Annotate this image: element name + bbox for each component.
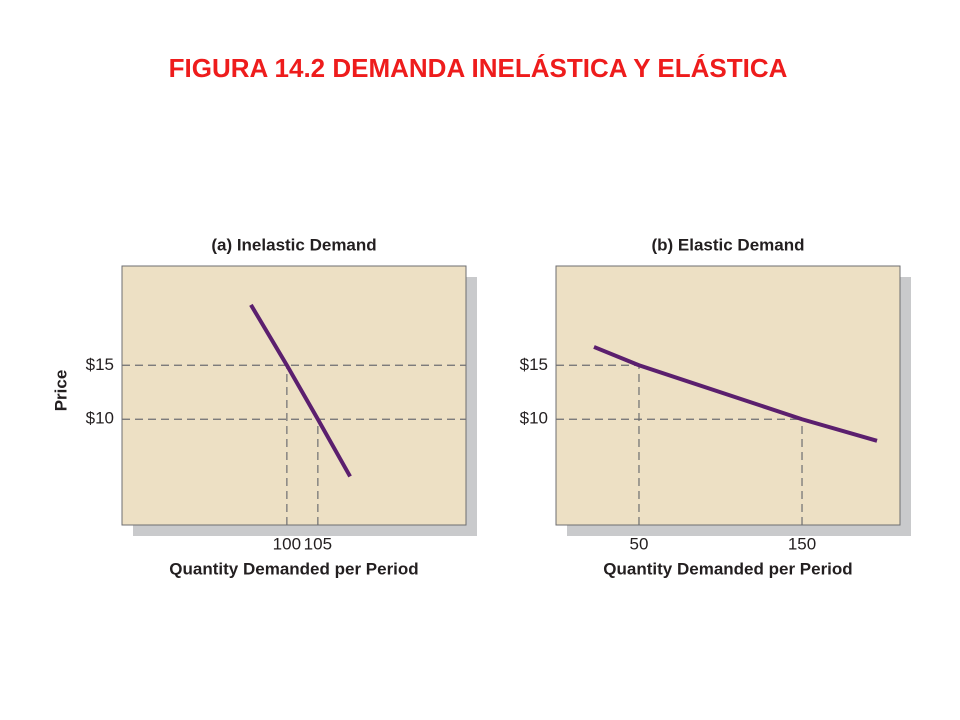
x-tick-label: 50 [630,534,649,553]
y-axis-label: Price [51,370,70,412]
y-tick-label: $10 [520,409,548,428]
demand-line [593,345,878,443]
y-tick-label: $10 [86,409,114,428]
panel-title: (b) Elastic Demand [651,235,804,254]
y-tick-label: $15 [520,355,548,374]
x-tick-label: 105 [304,534,332,553]
x-tick-label: 100 [273,534,301,553]
x-axis-label: Quantity Demanded per Period [169,559,418,578]
panel-title: (a) Inelastic Demand [211,235,376,254]
demand-line [249,303,352,478]
x-axis-label: Quantity Demanded per Period [603,559,852,578]
page-title: FIGURA 14.2 DEMANDA INELÁSTICA Y ELÁSTIC… [169,53,788,83]
plot-area [121,265,467,526]
y-tick-label: $15 [86,355,114,374]
x-tick-label: 150 [788,534,816,553]
